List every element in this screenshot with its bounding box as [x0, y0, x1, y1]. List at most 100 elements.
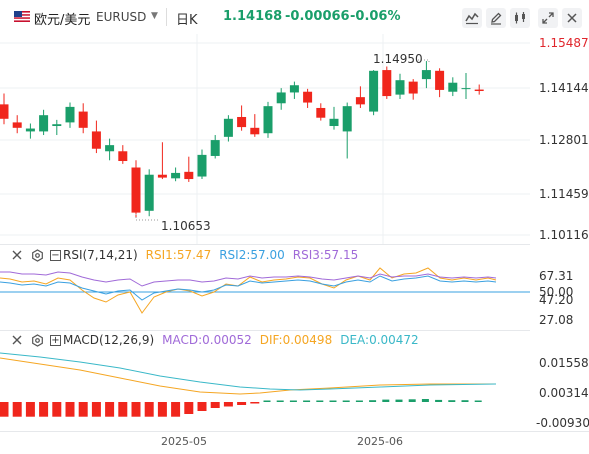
price-label-2: 1.14144 — [539, 81, 589, 95]
candles-group — [0, 61, 484, 218]
macd-bar — [210, 402, 220, 408]
hide-indicator-icon[interactable] — [10, 333, 24, 347]
candle-body — [421, 70, 431, 80]
candle-body — [157, 174, 167, 178]
close-icon[interactable] — [562, 8, 582, 28]
price-change-percent: -0.06% — [350, 9, 401, 24]
rsi-axis-label-4: 27.08 — [539, 313, 573, 327]
collapse-indicator-icon[interactable]: − — [50, 249, 61, 261]
candle-body — [78, 111, 88, 128]
rsi1-value: RSI1:57.47 — [145, 248, 212, 262]
price-gridlines — [0, 34, 530, 244]
candle-body — [250, 127, 260, 135]
candle-body — [0, 104, 9, 119]
hide-indicator-icon[interactable] — [10, 248, 24, 262]
dea-line — [0, 352, 497, 391]
candlestick-chart[interactable]: 1.15487 1.14144 1.12801 1.11459 1.10116 … — [0, 34, 589, 244]
macd-bar — [12, 402, 22, 417]
eu-us-flag-icon — [14, 11, 30, 22]
macd-bar — [355, 400, 363, 402]
macd-bar — [461, 400, 469, 402]
candle-body — [276, 92, 286, 104]
x-axis-line — [0, 431, 589, 432]
candle-body — [461, 88, 471, 90]
indicator-settings-icon[interactable] — [30, 333, 44, 347]
interval-selector[interactable]: 日K — [176, 13, 198, 28]
fullscreen-icon[interactable] — [538, 8, 558, 28]
macd-value: MACD:0.00052 — [162, 333, 252, 347]
macd-axis-label-2: 0.00314 — [539, 386, 589, 400]
candle-body — [369, 70, 379, 112]
symbol-dropdown-caret-icon[interactable]: ▼ — [151, 11, 158, 21]
candle-body — [237, 116, 247, 128]
candle-body — [435, 70, 445, 90]
macd-axis-label-3: -0.00930 — [536, 416, 589, 430]
candle-body — [184, 171, 194, 180]
candle-body — [52, 124, 62, 127]
symbol-name[interactable]: 欧元/美元 — [34, 13, 91, 28]
last-price: 1.14168 — [223, 9, 283, 24]
indicator-icon[interactable] — [462, 8, 482, 28]
macd-bar — [52, 402, 62, 417]
panel-divider — [0, 244, 530, 245]
toolbar-divider — [166, 8, 167, 26]
macd-bar — [395, 399, 403, 402]
low-annotation-label: 1.10653 — [161, 219, 211, 233]
macd-chart[interactable]: 0.01558 0.00314 -0.00930 — [0, 350, 589, 430]
macd-bar — [408, 399, 416, 402]
candle-body — [342, 106, 352, 132]
dif-line — [0, 357, 496, 395]
macd-bar — [65, 402, 75, 417]
macd-bar — [474, 400, 482, 402]
rsi-axis-label-2: 50.00 — [539, 285, 573, 299]
macd-bar — [0, 402, 9, 417]
rsi2-line — [0, 275, 497, 301]
macd-bar — [197, 402, 207, 411]
price-label-1: 1.15487 — [539, 36, 589, 50]
candle-body — [329, 118, 339, 127]
rsi-axis-label-3: 47.20 — [539, 293, 573, 307]
panel-divider — [0, 330, 530, 331]
macd-bar — [276, 400, 284, 402]
rsi3-line — [0, 271, 497, 287]
candle-body — [448, 82, 458, 92]
settings-icon[interactable] — [510, 8, 530, 28]
candle-body — [395, 80, 405, 95]
rsi2-value: RSI2:57.00 — [219, 248, 285, 262]
symbol-code[interactable]: EURUSD — [96, 10, 147, 24]
price-change: -0.00066 — [285, 9, 350, 24]
macd-bar — [329, 400, 337, 402]
macd-bar — [91, 402, 101, 417]
macd-bar — [171, 402, 181, 417]
macd-bar — [303, 400, 311, 402]
candle-body — [355, 97, 365, 105]
candle-body — [474, 89, 484, 92]
price-label-5: 1.10116 — [539, 228, 589, 242]
macd-bar — [250, 402, 260, 404]
macd-bar — [289, 400, 297, 402]
macd-bar — [144, 402, 154, 417]
rsi-legend: − RSI(7,14,21) RSI1:57.47 RSI2:57.00 RSI… — [0, 247, 366, 263]
candle-body — [39, 115, 49, 132]
macd-bar — [421, 399, 429, 402]
macd-bar — [105, 402, 115, 417]
rsi-chart[interactable]: 67.31 50.00 47.20 27.08 — [0, 264, 589, 330]
x-axis-label-may: 2025-05 — [161, 435, 207, 448]
draw-icon[interactable] — [486, 8, 506, 28]
candle-body — [118, 151, 128, 162]
macd-bar — [157, 402, 167, 417]
macd-bar — [118, 402, 128, 417]
candle-body — [303, 91, 313, 103]
macd-bar — [382, 399, 390, 402]
dif-value: DIF:0.00498 — [259, 333, 333, 347]
candle-body — [91, 131, 101, 149]
dea-value: DEA:0.00472 — [340, 333, 419, 347]
candle-body — [171, 172, 181, 179]
rsi-axis-label-1: 67.31 — [539, 269, 573, 283]
macd-bar — [131, 402, 141, 417]
collapse-indicator-icon[interactable]: + — [50, 334, 61, 346]
candle-body — [105, 145, 115, 152]
macd-bar — [342, 400, 350, 402]
candle-body — [382, 70, 392, 97]
indicator-settings-icon[interactable] — [30, 248, 44, 262]
